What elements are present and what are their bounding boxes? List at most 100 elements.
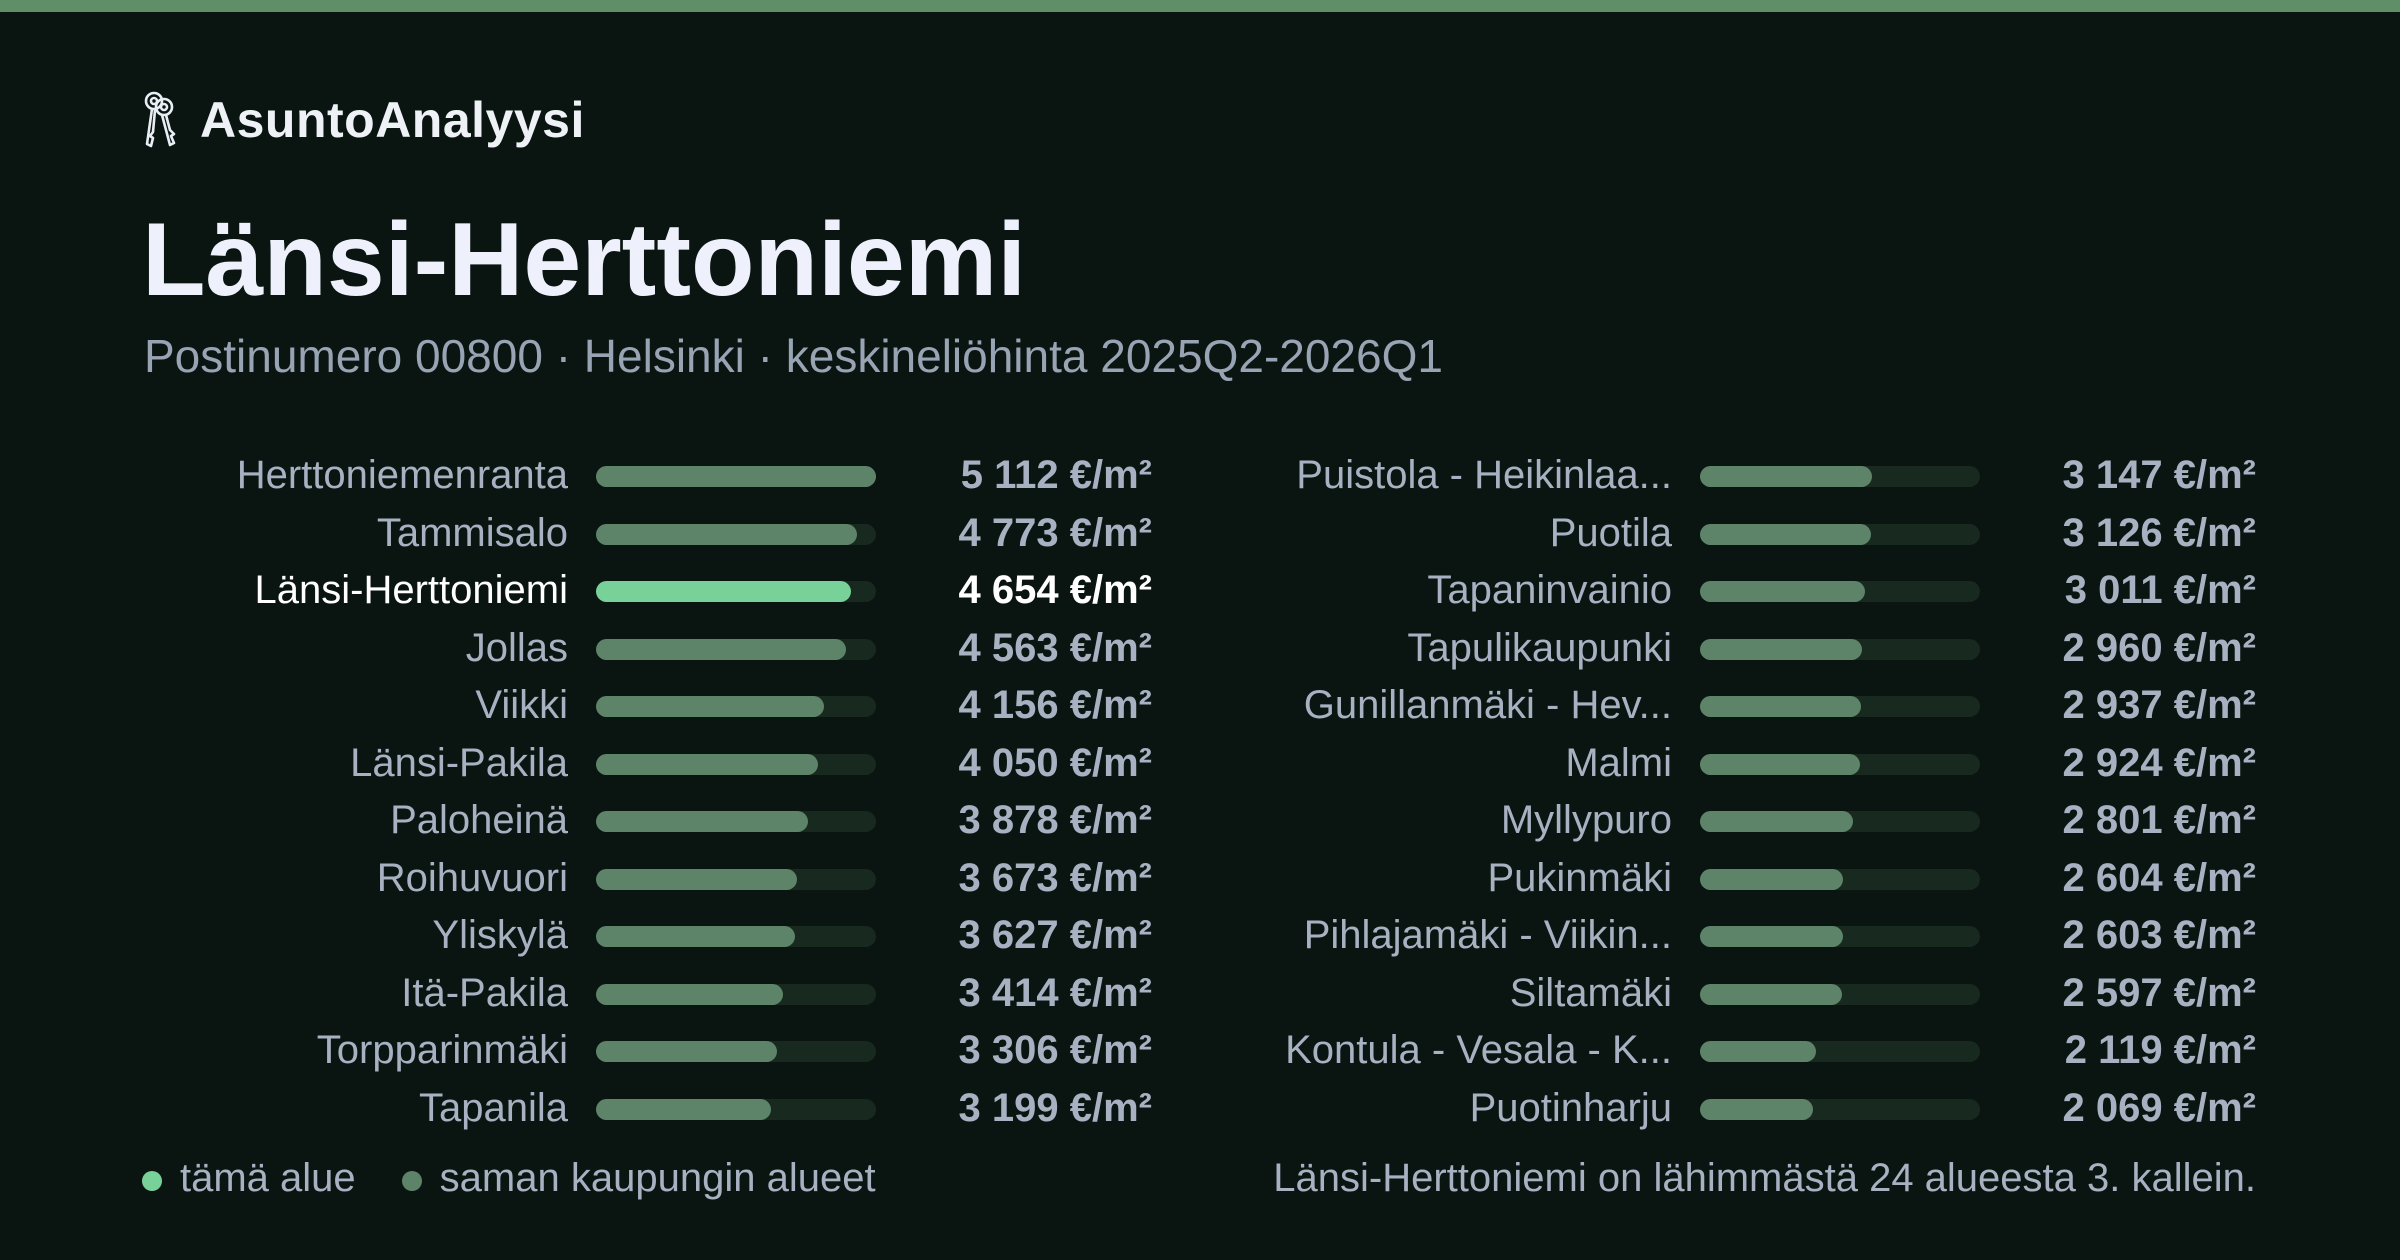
bar <box>1700 868 1843 890</box>
bar-label: Myllypuro <box>1500 798 1672 842</box>
bar-label: Herttoniemenranta <box>236 453 568 497</box>
chart-row: Itä-Pakila 3 414 €/m² <box>0 965 2400 1022</box>
bar <box>1700 466 1873 487</box>
bar <box>1700 983 1843 1005</box>
bar <box>1700 753 1861 775</box>
bar-label: Kontula - Vesala - K... <box>1285 1028 1672 1072</box>
bar-track <box>596 466 876 487</box>
bar <box>596 523 858 545</box>
bar-track <box>1700 581 1980 602</box>
bar-value-label: 2 937 €/m² <box>2062 683 2256 727</box>
keys-icon <box>144 91 176 148</box>
bar <box>596 926 795 947</box>
bar-label: Yliskylä <box>432 913 568 957</box>
bar-track <box>1700 1098 1980 1120</box>
bar-label: Viikki <box>475 683 568 727</box>
bar-track <box>596 1041 876 1062</box>
chart-row: Puotinharju 2 069 €/m² <box>0 1080 2400 1137</box>
bar-label: Länsi-Pakila <box>350 740 568 785</box>
bar <box>596 1098 772 1120</box>
bar-value-label: 3 011 €/m² <box>2064 568 2256 612</box>
bar-label: Puotila <box>1549 510 1672 555</box>
bar-label: Itä-Pakila <box>401 970 568 1015</box>
chart-row: Pukinmäki 2 604 €/m² <box>0 850 2400 907</box>
page-title: Länsi-Herttoniemi <box>142 202 1027 318</box>
chart-row: Tapaninvainio 3 011 €/m² <box>0 562 2400 619</box>
bar-track <box>596 523 876 545</box>
bar-track <box>1700 523 1980 545</box>
bar-value-label: 3 199 €/m² <box>958 1085 1152 1130</box>
bar-label: Tapulikaupunki <box>1407 625 1672 670</box>
bar-value-label: 2 924 €/m² <box>2062 740 2256 785</box>
bar-value-label: 3 878 €/m² <box>958 798 1152 842</box>
bar-track <box>1700 811 1980 832</box>
bar-value-label: 4 654 €/m² <box>958 568 1152 612</box>
bar-value-label: 3 306 €/m² <box>958 1028 1152 1072</box>
legend-item-this-area: tämä alue <box>142 1156 356 1201</box>
bar <box>596 466 876 487</box>
chart-row: Paloheinä 3 878 €/m² <box>0 792 2400 849</box>
legend-label-same-city: saman kaupungin alueet <box>439 1155 876 1200</box>
bar-track <box>1700 868 1980 890</box>
bar-label: Siltamäki <box>1509 970 1672 1015</box>
legend-item-same-city: saman kaupungin alueet <box>401 1155 876 1201</box>
bar <box>1700 581 1865 602</box>
bar-track <box>596 811 876 832</box>
bar-track <box>596 868 876 890</box>
legend: tämä alue saman kaupungin alueet <box>142 1150 922 1206</box>
bar-label: Jollas <box>465 625 568 670</box>
bar-track <box>596 1098 876 1120</box>
bar-label: Tammisalo <box>376 510 568 555</box>
bar-value-label: 3 126 €/m² <box>2062 510 2256 555</box>
legend-dot-highlight <box>142 1171 162 1191</box>
bar <box>596 1041 778 1062</box>
chart-row: Puotila 3 126 €/m² <box>0 505 2400 562</box>
chart-row: Malmi 2 924 €/m² <box>0 735 2400 792</box>
ranking-summary: Länsi-Herttoniemi on lähimmästä 24 aluee… <box>1273 1156 2256 1200</box>
bar-track <box>1700 638 1980 660</box>
bar-track <box>1700 753 1980 775</box>
bar-label: Pihlajamäki - Viikin... <box>1303 913 1672 957</box>
bar <box>596 868 798 890</box>
brand: AsuntoAnalyysi <box>140 91 585 148</box>
bar-value-label: 2 604 €/m² <box>2062 855 2256 900</box>
chart-row: Pihlajamäki - Viikin... 2 603 €/m² <box>0 907 2400 964</box>
bar-track <box>596 638 876 660</box>
chart-row: Jollas 4 563 €/m² <box>0 620 2400 677</box>
bar-value-label: 2 960 €/m² <box>2062 625 2256 670</box>
bar <box>1700 1041 1817 1062</box>
bar-label: Torpparinmäki <box>316 1028 568 1072</box>
bar-track <box>1700 1041 1980 1062</box>
bar-value-label: 5 112 €/m² <box>960 453 1152 497</box>
chart-row: Gunillanmäki - Hev... 2 937 €/m² <box>0 677 2400 734</box>
bar-label: Länsi-Herttoniemi <box>254 568 568 612</box>
bar-label: Puistola - Heikinlaa... <box>1296 453 1672 497</box>
bar-label: Gunillanmäki - Hev... <box>1303 683 1672 727</box>
bar-track <box>1700 696 1980 717</box>
chart-row: Siltamäki 2 597 €/m² <box>0 965 2400 1022</box>
chart-row: Kontula - Vesala - K... 2 119 €/m² <box>0 1022 2400 1079</box>
bar-label: Pukinmäki <box>1487 855 1672 900</box>
chart-row: Puistola - Heikinlaa... 3 147 €/m² <box>0 447 2400 504</box>
bar <box>1700 926 1843 947</box>
bar-track <box>596 926 876 947</box>
chart-row: Tapulikaupunki 2 960 €/m² <box>0 620 2400 677</box>
chart-row: Myllypuro 2 801 €/m² <box>0 792 2400 849</box>
bar-track <box>596 753 876 775</box>
bar <box>596 753 818 775</box>
bar <box>1700 638 1863 660</box>
bar <box>596 811 809 832</box>
bar-value-label: 4 563 €/m² <box>958 625 1152 670</box>
bar-track <box>596 581 876 602</box>
bar-value-label: 3 673 €/m² <box>958 855 1152 900</box>
chart-row: Viikki 4 156 €/m² <box>0 677 2400 734</box>
bar-value-label: 4 773 €/m² <box>958 510 1152 555</box>
bar <box>596 581 851 602</box>
bar-label: Puotinharju <box>1469 1085 1672 1130</box>
bar-track <box>596 983 876 1005</box>
bar-label: Tapanila <box>418 1085 568 1130</box>
bar-label: Roihuvuori <box>376 855 568 900</box>
chart-row: Herttoniemenranta 5 112 €/m² <box>0 447 2400 504</box>
bar-value-label: 2 801 €/m² <box>2062 798 2256 842</box>
bar-track <box>1700 926 1980 947</box>
